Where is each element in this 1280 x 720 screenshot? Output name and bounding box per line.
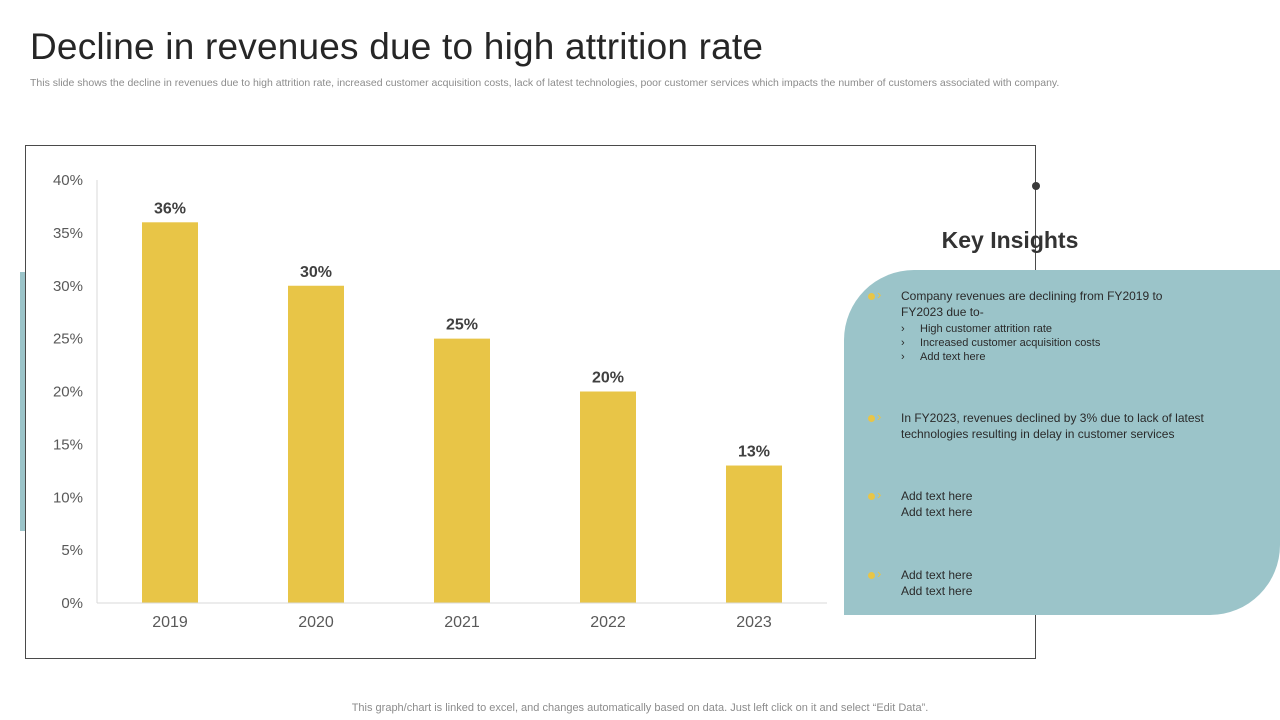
y-tick-label: 0% bbox=[61, 595, 83, 612]
insight-item-1: › Company revenues are declining from FY… bbox=[866, 287, 1266, 364]
chevron-right-icon: › bbox=[901, 323, 905, 335]
insight-text-line: FY2023 due to- bbox=[901, 305, 984, 319]
y-tick-label: 10% bbox=[53, 489, 83, 506]
insight-text-line: In FY2023, revenues declined by 3% due t… bbox=[901, 411, 1204, 425]
chevron-right-icon: › bbox=[901, 337, 905, 349]
bar-2021[interactable] bbox=[434, 338, 490, 603]
insight-text-line: Add text here bbox=[901, 505, 973, 519]
connector-dot bbox=[1032, 182, 1040, 190]
bar-2020[interactable] bbox=[288, 285, 344, 603]
y-axis: 0% 5% 10% 15% 20% 25% 30% 35% 40% bbox=[53, 172, 98, 612]
bullet-icon: › bbox=[866, 566, 888, 581]
key-insights-heading: Key Insights bbox=[941, 227, 1079, 253]
data-label-2019: 36% bbox=[154, 200, 186, 217]
insight-text-line: Add text here bbox=[901, 568, 973, 582]
x-tick-label: 2023 bbox=[736, 614, 772, 631]
y-tick-label: 30% bbox=[53, 278, 83, 295]
bullet-icon: › bbox=[866, 487, 888, 502]
insight-text-line: Add text here bbox=[901, 489, 973, 503]
bar-2019[interactable] bbox=[142, 222, 198, 604]
x-tick-label: 2019 bbox=[152, 614, 188, 631]
insight-item-2: › In FY2023, revenues declined by 3% due… bbox=[866, 409, 1266, 442]
bullet-icon: › bbox=[866, 409, 888, 424]
insight-sub-list: › High customer attrition rate › Increased… bbox=[901, 322, 1266, 364]
insight-item-3: › Add text here Add text here bbox=[866, 487, 1266, 520]
y-tick-label: 5% bbox=[61, 542, 83, 559]
bullet-icon: › bbox=[866, 287, 888, 302]
insight-text-line: technologies resulting in delay in custo… bbox=[901, 427, 1175, 441]
bar-2022[interactable] bbox=[580, 391, 636, 604]
page-subtitle: This slide shows the decline in revenues… bbox=[30, 77, 1060, 89]
x-tick-label: 2022 bbox=[590, 614, 626, 631]
insight-text-line: Company revenues are declining from FY20… bbox=[901, 289, 1163, 303]
y-tick-label: 20% bbox=[53, 384, 83, 401]
y-tick-label: 40% bbox=[53, 172, 83, 189]
insight-item-4: › Add text here Add text here bbox=[866, 566, 1266, 599]
x-axis: 2019 2020 2021 2022 2023 bbox=[97, 602, 827, 631]
y-tick-label: 15% bbox=[53, 436, 83, 453]
sub-list-item: › Add text here bbox=[901, 351, 986, 363]
data-label-2020: 30% bbox=[300, 264, 332, 281]
sub-list-item: › Increased customer acquisition costs bbox=[901, 337, 1101, 349]
footer-note: This graph/chart is linked to excel, and… bbox=[351, 702, 929, 714]
data-label-2021: 25% bbox=[446, 317, 478, 334]
chevron-right-icon: › bbox=[901, 351, 905, 363]
left-accent-bar bbox=[20, 272, 29, 531]
y-tick-label: 35% bbox=[53, 225, 83, 242]
bar-2023[interactable] bbox=[726, 465, 782, 603]
bars: 36% 30% 25% 20% 13% bbox=[142, 200, 782, 604]
sub-list-item: › High customer attrition rate bbox=[901, 323, 1053, 335]
x-tick-label: 2020 bbox=[298, 614, 334, 631]
y-tick-label: 25% bbox=[53, 331, 83, 348]
key-insights-panel: › Company revenues are declining from FY… bbox=[844, 270, 1280, 615]
x-tick-label: 2021 bbox=[444, 614, 480, 631]
insight-text-line: Add text here bbox=[901, 584, 973, 598]
data-label-2022: 20% bbox=[592, 370, 624, 387]
data-label-2023: 13% bbox=[738, 444, 770, 461]
page-title: Decline in revenues due to high attritio… bbox=[30, 26, 764, 67]
